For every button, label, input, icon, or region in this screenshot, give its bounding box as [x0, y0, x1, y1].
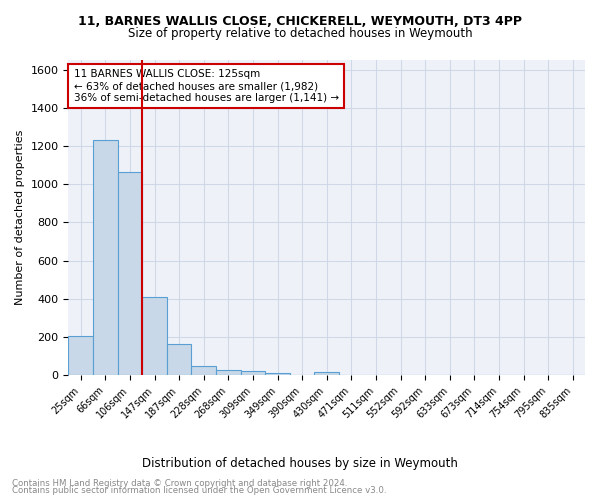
Bar: [191, 366, 216, 376]
Text: Contains HM Land Registry data © Crown copyright and database right 2024.: Contains HM Land Registry data © Crown c…: [12, 478, 347, 488]
Text: Size of property relative to detached houses in Weymouth: Size of property relative to detached ho…: [128, 28, 472, 40]
Text: 11 BARNES WALLIS CLOSE: 125sqm
← 63% of detached houses are smaller (1,982)
36% : 11 BARNES WALLIS CLOSE: 125sqm ← 63% of …: [74, 70, 338, 102]
Bar: [118, 172, 142, 376]
Text: 11, BARNES WALLIS CLOSE, CHICKERELL, WEYMOUTH, DT3 4PP: 11, BARNES WALLIS CLOSE, CHICKERELL, WEY…: [78, 15, 522, 28]
Text: Contains public sector information licensed under the Open Government Licence v3: Contains public sector information licen…: [12, 486, 386, 495]
Bar: [314, 372, 339, 376]
Bar: [142, 297, 167, 376]
Bar: [167, 344, 191, 376]
Bar: [93, 140, 118, 376]
Bar: [216, 370, 241, 376]
Bar: [241, 372, 265, 376]
Text: Distribution of detached houses by size in Weymouth: Distribution of detached houses by size …: [142, 458, 458, 470]
Y-axis label: Number of detached properties: Number of detached properties: [15, 130, 25, 306]
Bar: [68, 336, 93, 376]
Bar: [265, 372, 290, 376]
